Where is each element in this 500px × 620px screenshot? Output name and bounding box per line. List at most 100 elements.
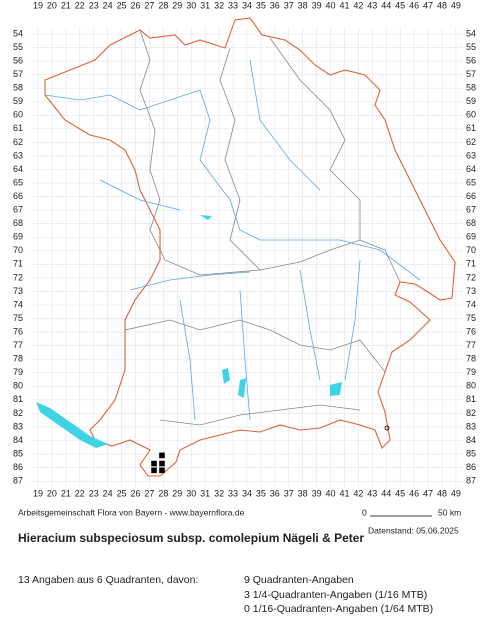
column-label: 37 [284,0,294,10]
column-label: 47 [423,488,433,498]
row-label: 63 [13,150,23,160]
row-label: 75 [13,313,23,323]
row-label: 57 [13,69,23,79]
row-label: 66 [466,191,476,201]
grid: 1919202021212222232324242525262627272828… [13,0,476,498]
row-label: 76 [466,326,476,336]
row-label: 68 [13,218,23,228]
column-label: 19 [33,0,43,10]
column-label: 42 [353,0,363,10]
row-label: 86 [13,462,23,472]
column-label: 27 [144,488,154,498]
district-border [124,29,401,426]
row-label: 78 [466,354,476,364]
row-label: 58 [466,83,476,93]
column-label: 45 [395,0,405,10]
column-label: 47 [423,0,433,10]
row-label: 71 [466,259,476,269]
column-label: 22 [75,0,85,10]
row-label: 77 [466,340,476,350]
row-label: 74 [466,299,476,309]
row-label: 58 [13,83,23,93]
row-label: 56 [466,55,476,65]
column-label: 38 [298,488,308,498]
row-label: 81 [13,394,23,404]
lake [200,215,342,398]
row-label: 59 [13,96,23,106]
row-label: 79 [466,367,476,377]
lake-constance [36,402,108,448]
column-label: 26 [131,0,141,10]
row-label: 73 [466,286,476,296]
column-label: 23 [89,488,99,498]
row-label: 87 [13,476,23,486]
column-label: 33 [228,488,238,498]
row-label: 82 [466,408,476,418]
column-label: 26 [131,488,141,498]
row-label: 69 [466,232,476,242]
credit: Arbeitsgemeinschaft Flora von Bayern - w… [18,507,245,517]
column-label: 35 [256,488,266,498]
column-label: 36 [270,488,280,498]
row-label: 67 [13,205,23,215]
state-border [44,17,456,477]
row-label: 84 [13,435,23,445]
column-label: 21 [61,488,71,498]
column-label: 28 [158,0,168,10]
row-label: 66 [13,191,23,201]
column-label: 34 [242,0,252,10]
row-label: 60 [13,110,23,120]
marker [384,425,390,431]
column-label: 33 [228,0,238,10]
row-label: 83 [13,421,23,431]
column-label: 30 [186,0,196,10]
row-label: 54 [466,28,476,38]
row-label: 57 [466,69,476,79]
row-label: 63 [466,150,476,160]
row-label: 84 [466,435,476,445]
occurrence [159,467,165,474]
row-label: 62 [13,137,23,147]
column-label: 25 [117,488,127,498]
column-label: 23 [89,0,99,10]
column-label: 46 [409,0,419,10]
row-label: 72 [466,272,476,282]
column-label: 49 [451,0,461,10]
column-label: 44 [381,488,391,498]
column-label: 19 [33,488,43,498]
row-label: 61 [13,123,23,133]
column-label: 48 [437,0,447,10]
column-label: 34 [242,488,252,498]
row-label: 76 [13,326,23,336]
column-label: 22 [75,488,85,498]
row-label: 60 [466,110,476,120]
scale-start: 0 [362,507,367,517]
column-label: 37 [284,488,294,498]
row-label: 61 [466,123,476,133]
column-label: 32 [214,0,224,10]
row-label: 67 [466,205,476,215]
row-label: 80 [466,381,476,391]
row-label: 77 [13,340,23,350]
summary-total: 13 Angaben aus 6 Quadranten, davon: [18,574,198,586]
column-label: 49 [451,488,461,498]
row-label: 59 [466,96,476,106]
column-label: 24 [103,488,113,498]
column-label: 27 [144,0,154,10]
row-label: 83 [466,421,476,431]
occurrence [159,460,165,467]
column-label: 31 [200,0,210,10]
column-label: 25 [117,0,127,10]
row-label: 64 [466,164,476,174]
column-label: 35 [256,0,266,10]
column-label: 45 [395,488,405,498]
row-label: 75 [466,313,476,323]
species-title: Hieracium subspeciosum subsp. comolepium… [18,531,364,545]
row-label: 78 [13,354,23,364]
column-label: 29 [172,488,182,498]
row-label: 55 [13,42,23,52]
row-label: 82 [13,408,23,418]
column-label: 24 [103,0,113,10]
row-label: 69 [13,232,23,242]
